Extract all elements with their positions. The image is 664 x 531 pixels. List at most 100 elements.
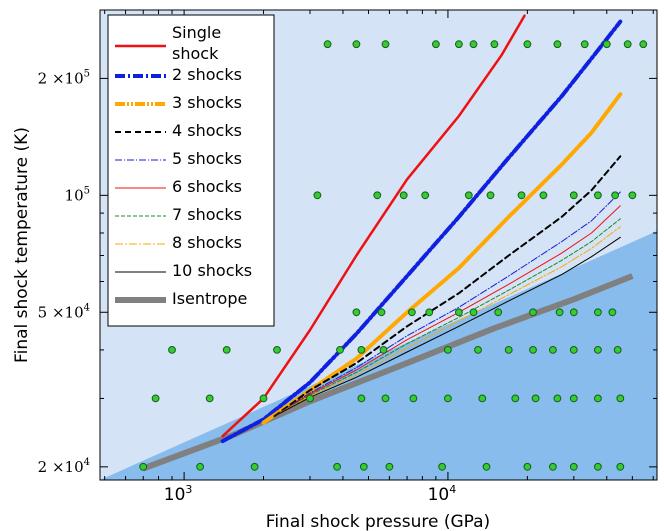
scatter-point <box>357 394 366 403</box>
plot-area <box>100 10 657 480</box>
y-tick-mantissa: 10 <box>65 186 84 204</box>
scatter-point <box>425 308 434 317</box>
y-tick-label: 2 ×105 <box>38 68 90 87</box>
legend-label: 7 shocks <box>172 205 242 224</box>
scatter-point <box>373 191 382 200</box>
scatter-point <box>531 394 540 403</box>
scatter-point <box>602 40 611 49</box>
series-line-4-shocks <box>273 155 622 418</box>
region-below-isentrope <box>100 231 657 480</box>
series-line-single-shock <box>221 14 526 438</box>
scatter-point <box>455 308 463 317</box>
scatter-point <box>523 40 532 49</box>
scatter-point <box>611 191 619 200</box>
scatter-point <box>594 191 602 200</box>
scatter-point <box>478 394 487 403</box>
series-layer <box>142 14 634 472</box>
scatter-point <box>408 308 416 317</box>
scatter-point <box>438 462 447 471</box>
scatter-point <box>628 191 637 200</box>
scatter-point <box>313 191 322 200</box>
scatter-point <box>469 40 478 49</box>
scatter-point <box>352 308 361 317</box>
scatter-point <box>594 394 602 403</box>
scatter-point <box>168 346 176 354</box>
legend-label: 3 shocks <box>172 93 242 112</box>
series-line-5-shocks <box>273 191 621 417</box>
scatter-point <box>594 462 602 471</box>
scatter-point <box>504 346 513 354</box>
scatter-point <box>623 40 632 49</box>
scatter-point <box>385 462 394 471</box>
scatter-point <box>381 40 390 49</box>
scatter-point <box>474 346 482 354</box>
scatter-point <box>494 308 503 317</box>
legend-label: 4 shocks <box>172 121 242 140</box>
scatter-point <box>490 40 499 49</box>
series-line-8-shocks <box>273 226 621 417</box>
legend-label: 6 shocks <box>172 177 242 196</box>
scatter-point <box>549 462 557 471</box>
scatter-point <box>444 346 452 354</box>
scatter-point <box>357 346 366 354</box>
y-tick-mantissa: 5 ×10 <box>38 303 84 321</box>
y-tick-label: 2 ×104 <box>38 457 90 476</box>
series-line-7-shocks <box>273 218 621 417</box>
scatter-point <box>333 462 342 471</box>
scatter-point <box>432 40 440 49</box>
series-line-10-shocks <box>273 236 621 417</box>
y-tick-exponent: 4 <box>84 302 90 313</box>
y-axis-title: Final shock temperature (K) <box>12 127 32 363</box>
y-tick-label: 105 <box>65 185 90 204</box>
x-tick-label: 103 <box>164 483 193 505</box>
legend-label: Single <box>172 23 221 42</box>
scatter-point <box>359 462 368 471</box>
scatter-layer <box>139 40 648 471</box>
legend: Single shock 2 shocks 3 shocks 4 shocks 5 sho… <box>107 14 275 327</box>
y-tick-mantissa: 2 ×10 <box>38 69 84 87</box>
legend-label: shock <box>172 44 219 63</box>
scatter-point <box>555 308 564 317</box>
y-tick-exponent: 5 <box>84 68 90 79</box>
scatter-point <box>222 346 231 354</box>
scatter-point <box>639 40 648 49</box>
scatter-point <box>273 346 281 354</box>
scatter-point <box>580 40 589 49</box>
scatter-point <box>306 394 314 403</box>
scatter-point <box>421 191 430 200</box>
scatter-point <box>569 308 578 317</box>
scatter-point <box>486 191 495 200</box>
legend-label: 2 shocks <box>172 65 242 84</box>
scatter-point <box>594 308 602 317</box>
scatter-point <box>323 40 332 49</box>
scatter-point <box>464 191 473 200</box>
scatter-point <box>529 346 537 354</box>
scatter-point <box>569 394 578 403</box>
scatter-point <box>482 462 491 471</box>
scatter-point <box>139 462 148 471</box>
legend-label: 8 shocks <box>172 233 242 252</box>
scatter-point <box>381 394 390 403</box>
x-axis-title: Final shock pressure (GPa) <box>266 512 490 531</box>
scatter-point <box>377 308 386 317</box>
x-tick-exponent: 3 <box>185 483 192 496</box>
scatter-point <box>553 40 562 49</box>
scatter-point <box>196 462 205 471</box>
scatter-point <box>553 394 562 403</box>
scatter-point <box>569 346 578 354</box>
series-line-2-shocks <box>220 19 623 444</box>
scatter-point <box>259 394 268 403</box>
legend-label: 5 shocks <box>172 149 242 168</box>
scatter-point <box>594 346 602 354</box>
scatter-point <box>469 308 478 317</box>
y-tick-label: 5 ×104 <box>38 302 90 321</box>
scatter-point <box>529 308 537 317</box>
x-tick-exponent: 4 <box>449 483 456 496</box>
legend-label: 10 shocks <box>172 261 252 280</box>
plot-frame <box>99 9 658 481</box>
legend-box <box>107 14 275 327</box>
scatter-point <box>608 308 617 317</box>
y-tick-exponent: 4 <box>84 457 90 468</box>
scatter-point <box>409 394 418 403</box>
